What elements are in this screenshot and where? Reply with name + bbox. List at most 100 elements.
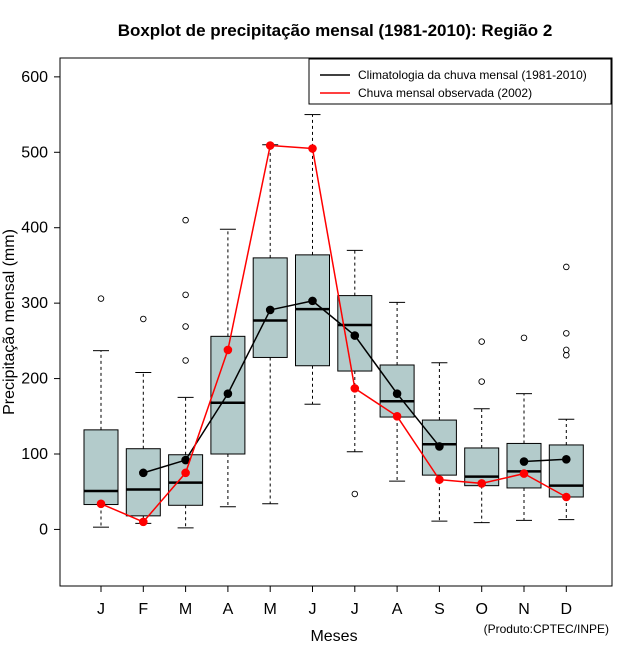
y-tick-label: 100 [21,446,48,463]
series-segment [354,335,398,395]
series-segment [481,472,525,485]
y-tick-label: 0 [39,521,48,538]
outlier-point [182,216,189,224]
box-3 [168,216,204,529]
outlier-point [563,330,570,337]
x-tick-label: A [392,601,403,618]
series-segment [142,472,187,523]
x-tick-label: N [518,601,530,618]
outlier-point [563,263,570,271]
outlier-point [520,334,528,342]
outlier-point [563,351,570,359]
x-tick-label: J [309,601,317,618]
x-tick-label: D [561,601,573,618]
box-6 [295,114,330,405]
series-point [96,499,106,509]
box-9 [421,362,457,522]
series-point [350,384,360,393]
y-tick-label: 400 [21,220,48,237]
outlier-point [140,315,147,323]
series-point [392,389,402,398]
series-segment [184,393,229,461]
x-tick-label: S [434,601,445,618]
x-tick-label: A [223,601,234,618]
series-point [181,455,190,465]
series-point [308,296,317,306]
legend-label-climatology: Climatologia da chuva mensal (1981-2010) [358,68,587,82]
x-tick-label: F [138,601,148,618]
series-segment [100,503,144,523]
series-point [519,469,529,478]
series-point [223,345,233,355]
series-point [350,331,360,340]
series-point [435,442,444,451]
series-segment [523,458,567,463]
x-tick-label: M [264,601,277,618]
series-point [181,468,190,478]
series-segment [227,309,271,394]
series-point [392,411,402,421]
series-segment [270,144,313,150]
series-segment [354,387,398,417]
series-segment [312,300,356,337]
y-axis-label: Precipitação mensal (mm) [1,229,18,415]
box-12 [548,263,584,521]
box-11 [506,334,542,521]
y-tick-label: 500 [21,144,48,161]
series-layer [96,141,571,527]
series-segment [270,300,313,311]
legend-label-observed: Chuva mensal observada (2002) [358,86,532,100]
series-point [265,305,275,315]
series-segment [184,349,229,474]
series-point [223,389,233,398]
outlier-point [182,323,189,330]
outlier-point [351,490,359,498]
axes-layer: 0 100 200 300 400 500 600 J F M A M J J A S O N D [21,69,572,618]
legend-box [308,58,612,105]
series-segment [396,415,441,481]
series-point [519,457,529,466]
product-credit: (Produto:CPTEC/INPE) [484,622,609,636]
series-point [477,479,487,488]
outlier-point [563,346,570,354]
series-segment [311,148,356,389]
series-segment [227,145,271,351]
iqr-box [548,444,584,498]
series-observed [96,141,571,527]
box-10 [464,338,500,524]
series-segment [143,459,186,474]
series-segment [396,393,440,447]
boxes-layer [83,114,584,529]
plot-frame [59,57,613,587]
outlier-point [478,378,485,385]
series-point [265,141,275,150]
outlier-point [97,295,105,302]
box-2 [125,315,161,524]
chart-title: Boxplot de precipitação mensal (1981-201… [118,21,553,40]
legend: Climatologia da chuva mensal (1981-2010)… [308,58,612,105]
series-point [562,454,571,464]
box-4 [210,228,246,508]
outlier-point [182,291,189,299]
iqr-box [83,429,119,506]
series-point [308,144,317,153]
box-1 [83,295,119,528]
y-tick-label: 200 [21,371,48,388]
series-point [139,468,148,478]
box-5 [252,144,288,505]
y-tick-label: 600 [21,69,48,86]
iqr-box [125,448,161,517]
outlier-point [478,338,485,345]
series-point [435,475,444,484]
x-tick-label: M [179,601,192,618]
outlier-point [182,357,189,364]
x-tick-label: J [351,601,359,618]
series-point [139,517,148,527]
series-segment [439,478,482,485]
series-point [562,492,571,502]
y-tick-label: 300 [21,295,48,312]
series-segment [523,472,567,498]
box-7 [337,249,373,498]
x-axis-label: Meses [310,628,357,645]
